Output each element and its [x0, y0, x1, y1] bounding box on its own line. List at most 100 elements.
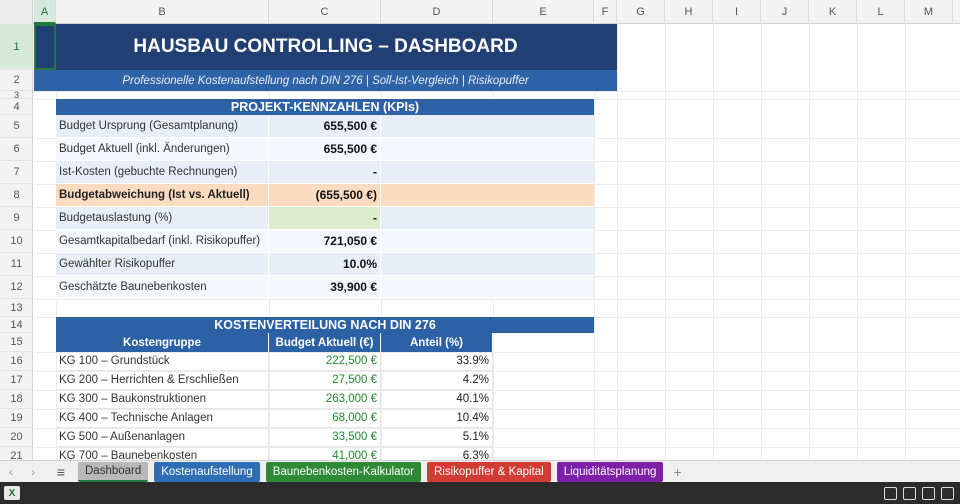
add-sheet-icon[interactable]: + [673, 463, 682, 480]
kpi-empty-cell[interactable] [381, 184, 594, 206]
kpi-empty-cell[interactable] [381, 253, 594, 275]
column-header-g[interactable]: G [617, 0, 665, 24]
cost-share-cell[interactable]: 5.1% [381, 428, 493, 446]
tab-dashboard[interactable]: Dashboard [78, 461, 149, 482]
tab-kostenaufstellung[interactable]: Kostenaufstellung [154, 461, 260, 482]
row-header-2[interactable]: 2 [0, 70, 32, 91]
kpi-empty-cell[interactable] [381, 138, 594, 160]
gridline [34, 409, 960, 410]
column-header-k[interactable]: K [809, 0, 857, 24]
kpi-value[interactable]: 655,500 € [269, 115, 381, 137]
kpi-label[interactable]: Budgetauslastung (%) [56, 207, 269, 229]
kpi-empty-cell[interactable] [381, 115, 594, 137]
row-header-20[interactable]: 20 [0, 428, 32, 447]
cost-share-cell[interactable]: 4.2% [381, 371, 493, 389]
tray-save-icon[interactable] [903, 486, 916, 500]
cost-group-cell[interactable]: KG 100 – Grundstück [56, 352, 269, 370]
cost-group-cell[interactable]: KG 500 – Außenanlagen [56, 428, 269, 446]
row-header-16[interactable]: 16 [0, 352, 32, 371]
column-header-l[interactable]: L [857, 0, 905, 24]
cost-budget-cell[interactable]: 222,500 € [269, 352, 381, 370]
kpi-label[interactable]: Gesamtkapitalbedarf (inkl. Risikopuffer) [56, 230, 269, 252]
kpi-value[interactable]: - [269, 207, 381, 229]
row-header-11[interactable]: 11 [0, 253, 32, 276]
row-header-7[interactable]: 7 [0, 161, 32, 184]
column-header-i[interactable]: I [713, 0, 761, 24]
kpi-value[interactable]: 655,500 € [269, 138, 381, 160]
select-all-corner[interactable] [0, 0, 33, 24]
row-header-17[interactable]: 17 [0, 371, 32, 390]
cost-share-cell[interactable]: 6.3% [381, 447, 493, 460]
cost-budget-cell[interactable]: 41,000 € [269, 447, 381, 460]
tab-baunebenkosten-kalkulator[interactable]: Baunebenkosten-Kalkulator [265, 461, 421, 482]
kpi-label[interactable]: Ist-Kosten (gebuchte Rechnungen) [56, 161, 269, 183]
row-header-19[interactable]: 19 [0, 409, 32, 428]
row-header-21[interactable]: 21 [0, 447, 32, 460]
cost-group-cell[interactable]: KG 200 – Herrichten & Erschließen [56, 371, 269, 389]
kpi-row-highlight: Budgetabweichung (Ist vs. Aktuell) (655,… [56, 184, 594, 207]
column-header-c[interactable]: C [269, 0, 381, 24]
cost-budget-cell[interactable]: 68,000 € [269, 409, 381, 427]
cost-group-cell[interactable]: KG 300 – Baukonstruktionen [56, 390, 269, 408]
row-header-14[interactable]: 14 [0, 317, 32, 333]
sheet-list-icon[interactable]: ≡ [56, 463, 66, 480]
cost-share-cell[interactable]: 40.1% [381, 390, 493, 408]
column-header-m[interactable]: M [905, 0, 953, 24]
row-header-13[interactable]: 13 [0, 299, 32, 317]
kpi-label[interactable]: Budget Aktuell (inkl. Änderungen) [56, 138, 269, 160]
cost-group-cell[interactable]: KG 700 – Baunebenkosten [56, 447, 269, 460]
row-header-9[interactable]: 9 [0, 207, 32, 230]
gridline [34, 428, 960, 429]
column-header-b[interactable]: B [56, 0, 269, 24]
tab-risikopuffer-kapital[interactable]: Risikopuffer & Kapital [427, 461, 551, 482]
cost-col-header-share[interactable]: Anteil (%) [381, 333, 493, 352]
column-header-f[interactable]: F [594, 0, 617, 24]
kpi-empty-cell[interactable] [381, 230, 594, 252]
row-header-1[interactable]: 1 [0, 24, 32, 70]
cost-col-header-budget[interactable]: Budget Aktuell (€) [269, 333, 381, 352]
tray-share-icon[interactable] [884, 486, 897, 500]
selected-cell-a1[interactable] [34, 24, 56, 70]
excel-app-icon[interactable]: X [4, 486, 20, 500]
row-header-10[interactable]: 10 [0, 230, 32, 253]
kpi-empty-cell[interactable] [381, 207, 594, 229]
column-header-d[interactable]: D [381, 0, 493, 24]
kpi-value[interactable]: 39,900 € [269, 276, 381, 298]
tab-liquiditaetsplanung[interactable]: Liquiditätsplanung [556, 461, 664, 482]
kpi-label[interactable]: Gewählter Risikopuffer [56, 253, 269, 275]
kpi-value[interactable]: - [269, 161, 381, 183]
tray-view-icon[interactable] [922, 486, 935, 500]
row-header-8[interactable]: 8 [0, 184, 32, 207]
cost-budget-cell[interactable]: 33,500 € [269, 428, 381, 446]
row-header-12[interactable]: 12 [0, 276, 32, 299]
row-header-5[interactable]: 5 [0, 115, 32, 138]
column-header-e[interactable]: E [493, 0, 594, 24]
column-header-a[interactable]: A [34, 0, 56, 24]
cost-budget-cell[interactable]: 27,500 € [269, 371, 381, 389]
cost-col-header-group[interactable]: Kostengruppe [56, 333, 269, 352]
cost-share-cell[interactable]: 10.4% [381, 409, 493, 427]
row-header-4[interactable]: 4 [0, 99, 32, 115]
kpi-value[interactable]: (655,500 €) [269, 184, 381, 206]
row-header-6[interactable]: 6 [0, 138, 32, 161]
row-header-18[interactable]: 18 [0, 390, 32, 409]
kpi-value[interactable]: 721,050 € [269, 230, 381, 252]
kpi-value[interactable]: 10.0% [269, 253, 381, 275]
kpi-label[interactable]: Budget Ursprung (Gesamtplanung) [56, 115, 269, 137]
cost-budget-cell[interactable]: 263,000 € [269, 390, 381, 408]
column-header-j[interactable]: J [761, 0, 809, 24]
cost-share-cell[interactable]: 33.9% [381, 352, 493, 370]
cost-group-cell[interactable]: KG 400 – Technische Anlagen [56, 409, 269, 427]
chevron-left-icon[interactable]: ‹ [9, 464, 13, 479]
row-header-3[interactable]: 3 [0, 90, 32, 100]
kpi-empty-cell[interactable] [381, 276, 594, 298]
cell-grid[interactable]: HAUSBAU CONTROLLING – DASHBOARD Professi… [34, 24, 960, 460]
column-header-h[interactable]: H [665, 0, 713, 24]
chevron-right-icon[interactable]: › [31, 464, 35, 479]
kpi-label[interactable]: Geschätzte Baunebenkosten [56, 276, 269, 298]
kpi-label[interactable]: Budgetabweichung (Ist vs. Aktuell) [56, 184, 269, 206]
row-header-15[interactable]: 15 [0, 333, 32, 352]
tray-window-icon[interactable] [941, 486, 954, 500]
kpi-empty-cell[interactable] [381, 161, 594, 183]
